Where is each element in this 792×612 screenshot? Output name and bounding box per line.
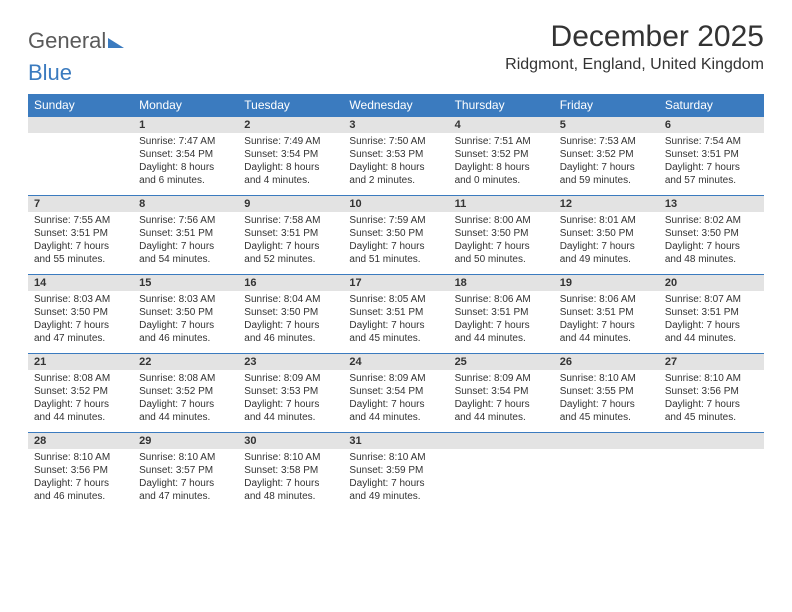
day-number: 15 [133, 275, 238, 292]
day-number: 25 [449, 354, 554, 371]
detail-row: Sunrise: 8:10 AMSunset: 3:56 PMDaylight:… [28, 449, 764, 511]
day-number: 2 [238, 117, 343, 134]
day-number: 31 [343, 433, 448, 450]
detail-row: Sunrise: 7:47 AMSunset: 3:54 PMDaylight:… [28, 133, 764, 196]
daynum-row: 14151617181920 [28, 275, 764, 292]
calendar-body: 123456Sunrise: 7:47 AMSunset: 3:54 PMDay… [28, 117, 764, 512]
day-cell: Sunrise: 8:03 AMSunset: 3:50 PMDaylight:… [28, 291, 133, 354]
day-cell: Sunrise: 8:10 AMSunset: 3:55 PMDaylight:… [554, 370, 659, 433]
day-number: 24 [343, 354, 448, 371]
logo-text-blue: Blue [28, 60, 72, 86]
day-number: 27 [659, 354, 764, 371]
day-number: 3 [343, 117, 448, 134]
day-number: 26 [554, 354, 659, 371]
day-cell: Sunrise: 8:04 AMSunset: 3:50 PMDaylight:… [238, 291, 343, 354]
day-number: 17 [343, 275, 448, 292]
day-cell [449, 449, 554, 511]
day-number: 19 [554, 275, 659, 292]
day-cell: Sunrise: 8:01 AMSunset: 3:50 PMDaylight:… [554, 212, 659, 275]
day-cell: Sunrise: 7:51 AMSunset: 3:52 PMDaylight:… [449, 133, 554, 196]
detail-row: Sunrise: 8:08 AMSunset: 3:52 PMDaylight:… [28, 370, 764, 433]
day-number: 1 [133, 117, 238, 134]
dow-header: Saturday [659, 94, 764, 117]
day-number: 13 [659, 196, 764, 213]
day-number: 12 [554, 196, 659, 213]
day-number: 10 [343, 196, 448, 213]
day-cell: Sunrise: 7:58 AMSunset: 3:51 PMDaylight:… [238, 212, 343, 275]
day-number: 8 [133, 196, 238, 213]
daynum-row: 123456 [28, 117, 764, 134]
day-number: 22 [133, 354, 238, 371]
day-number: 16 [238, 275, 343, 292]
dow-header-row: SundayMondayTuesdayWednesdayThursdayFrid… [28, 94, 764, 117]
daynum-row: 21222324252627 [28, 354, 764, 371]
page-title: December 2025 [505, 20, 764, 54]
day-cell: Sunrise: 7:50 AMSunset: 3:53 PMDaylight:… [343, 133, 448, 196]
day-cell: Sunrise: 8:03 AMSunset: 3:50 PMDaylight:… [133, 291, 238, 354]
day-number: 11 [449, 196, 554, 213]
logo: General [28, 28, 124, 54]
day-cell [554, 449, 659, 511]
day-cell: Sunrise: 7:54 AMSunset: 3:51 PMDaylight:… [659, 133, 764, 196]
day-cell: Sunrise: 8:08 AMSunset: 3:52 PMDaylight:… [133, 370, 238, 433]
logo-triangle-icon [108, 38, 124, 48]
day-cell: Sunrise: 8:10 AMSunset: 3:57 PMDaylight:… [133, 449, 238, 511]
day-cell: Sunrise: 8:08 AMSunset: 3:52 PMDaylight:… [28, 370, 133, 433]
dow-header: Tuesday [238, 94, 343, 117]
day-number: 6 [659, 117, 764, 134]
day-cell: Sunrise: 8:06 AMSunset: 3:51 PMDaylight:… [554, 291, 659, 354]
day-number: 20 [659, 275, 764, 292]
day-cell: Sunrise: 7:49 AMSunset: 3:54 PMDaylight:… [238, 133, 343, 196]
day-number: 14 [28, 275, 133, 292]
day-number: 23 [238, 354, 343, 371]
day-cell: Sunrise: 8:07 AMSunset: 3:51 PMDaylight:… [659, 291, 764, 354]
day-cell: Sunrise: 7:56 AMSunset: 3:51 PMDaylight:… [133, 212, 238, 275]
day-number: 21 [28, 354, 133, 371]
day-number: 7 [28, 196, 133, 213]
day-cell: Sunrise: 8:09 AMSunset: 3:54 PMDaylight:… [343, 370, 448, 433]
day-cell: Sunrise: 8:05 AMSunset: 3:51 PMDaylight:… [343, 291, 448, 354]
day-number [28, 117, 133, 134]
logo-text-general: General [28, 28, 106, 54]
dow-header: Thursday [449, 94, 554, 117]
day-number [449, 433, 554, 450]
day-cell: Sunrise: 8:06 AMSunset: 3:51 PMDaylight:… [449, 291, 554, 354]
calendar-table: SundayMondayTuesdayWednesdayThursdayFrid… [28, 94, 764, 511]
day-cell: Sunrise: 8:02 AMSunset: 3:50 PMDaylight:… [659, 212, 764, 275]
day-cell [659, 449, 764, 511]
day-number [659, 433, 764, 450]
dow-header: Wednesday [343, 94, 448, 117]
day-cell: Sunrise: 8:09 AMSunset: 3:54 PMDaylight:… [449, 370, 554, 433]
day-cell [28, 133, 133, 196]
day-number: 9 [238, 196, 343, 213]
dow-header: Sunday [28, 94, 133, 117]
day-cell: Sunrise: 7:55 AMSunset: 3:51 PMDaylight:… [28, 212, 133, 275]
day-cell: Sunrise: 8:09 AMSunset: 3:53 PMDaylight:… [238, 370, 343, 433]
day-cell: Sunrise: 8:10 AMSunset: 3:58 PMDaylight:… [238, 449, 343, 511]
detail-row: Sunrise: 8:03 AMSunset: 3:50 PMDaylight:… [28, 291, 764, 354]
day-number: 29 [133, 433, 238, 450]
day-number: 18 [449, 275, 554, 292]
detail-row: Sunrise: 7:55 AMSunset: 3:51 PMDaylight:… [28, 212, 764, 275]
daynum-row: 78910111213 [28, 196, 764, 213]
day-cell: Sunrise: 8:10 AMSunset: 3:59 PMDaylight:… [343, 449, 448, 511]
day-number [554, 433, 659, 450]
day-number: 4 [449, 117, 554, 134]
location-label: Ridgmont, England, United Kingdom [505, 56, 764, 74]
day-cell: Sunrise: 8:10 AMSunset: 3:56 PMDaylight:… [659, 370, 764, 433]
day-cell: Sunrise: 8:10 AMSunset: 3:56 PMDaylight:… [28, 449, 133, 511]
day-cell: Sunrise: 7:59 AMSunset: 3:50 PMDaylight:… [343, 212, 448, 275]
day-cell: Sunrise: 7:47 AMSunset: 3:54 PMDaylight:… [133, 133, 238, 196]
day-number: 5 [554, 117, 659, 134]
day-number: 30 [238, 433, 343, 450]
daynum-row: 28293031 [28, 433, 764, 450]
day-cell: Sunrise: 7:53 AMSunset: 3:52 PMDaylight:… [554, 133, 659, 196]
day-cell: Sunrise: 8:00 AMSunset: 3:50 PMDaylight:… [449, 212, 554, 275]
dow-header: Friday [554, 94, 659, 117]
dow-header: Monday [133, 94, 238, 117]
day-number: 28 [28, 433, 133, 450]
